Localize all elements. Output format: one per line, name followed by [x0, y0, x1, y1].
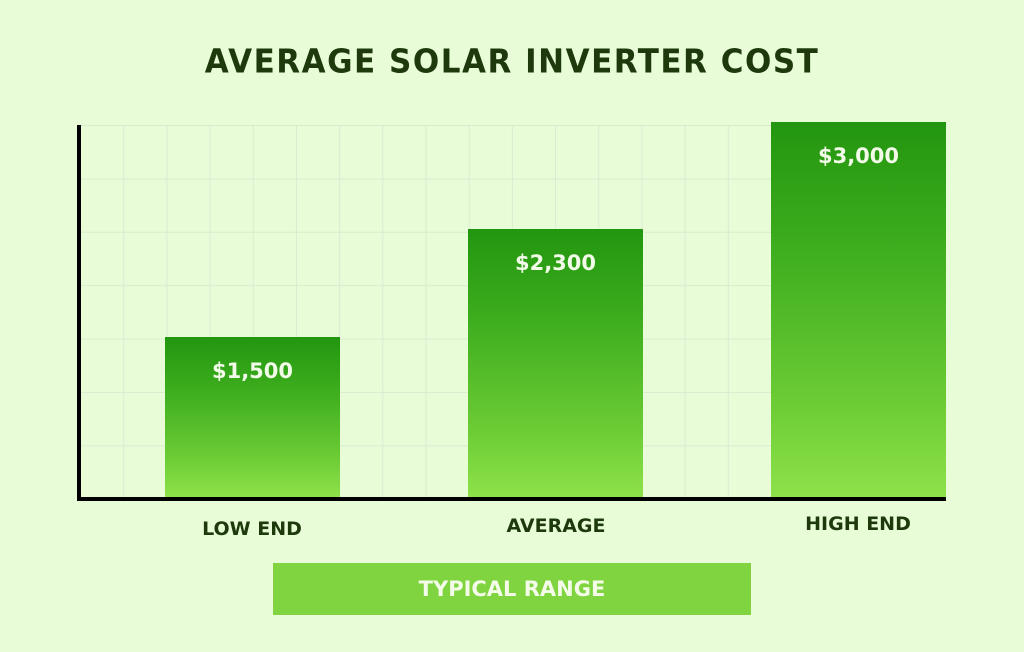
category-label-average: AVERAGE — [506, 515, 606, 537]
bar-average: $2,300 — [468, 229, 643, 498]
bar-high-end: $3,000 — [771, 122, 946, 498]
typical-range-label: TYPICAL RANGE — [418, 577, 606, 601]
bar-low-end: $1,500 — [165, 337, 340, 498]
chart-title: AVERAGE SOLAR INVERTER COST — [204, 43, 820, 81]
category-label-high-end: HIGH END — [805, 513, 911, 535]
category-label-low-end: LOW END — [202, 518, 302, 540]
bar-value-label: $2,300 — [514, 251, 597, 275]
x-axis-line — [77, 497, 946, 501]
bar-value-label: $1,500 — [211, 359, 294, 383]
typical-range-banner: TYPICAL RANGE — [273, 563, 751, 615]
bar-value-label: $3,000 — [817, 144, 900, 168]
y-axis-line — [77, 125, 81, 501]
